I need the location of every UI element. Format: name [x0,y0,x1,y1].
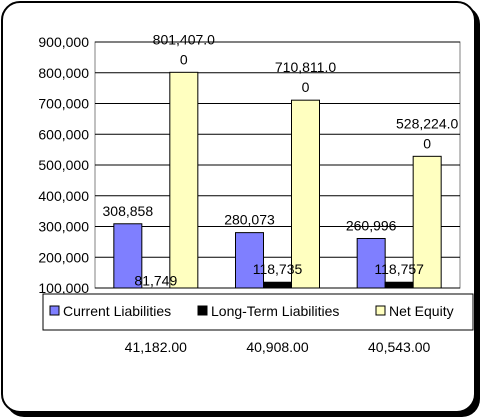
bar [263,281,292,289]
y-tick-label: 100,000 [38,280,89,296]
data-label: 260,996 [346,217,397,233]
bar [356,237,386,289]
legend-items: Current Liabilities Long-Term Liabilities… [49,303,454,319]
legend-label: Current Liabilities [63,303,171,319]
bar [113,223,143,289]
legend-label: Long-Term Liabilities [211,303,339,319]
bar [235,232,264,289]
x-axis: 41,182.00 40,908.00 40,543.00 [125,339,431,355]
y-tick-label: 500,000 [38,157,89,173]
data-label: 528,224.0 0 [396,115,458,151]
bar [169,71,199,289]
y-tick-label: 800,000 [38,65,89,81]
data-label: 280,073 [224,212,275,228]
data-labels: 308,858 81,749 801,407.0 0 280,073 118,735 710… [103,31,459,288]
data-label: 801,407.0 0 [153,31,215,67]
x-tick-label: 40,543.00 [368,339,430,355]
data-label: 710,811.0 0 [275,59,336,95]
data-label: 118,735 [253,261,303,277]
legend-swatch [375,305,386,316]
y-tick-label: 600,000 [38,126,89,142]
x-tick-label: 41,182.00 [125,339,187,355]
x-tick-label: 40,908.00 [246,339,308,355]
y-tick-label: 900,000 [38,34,89,50]
y-tick-label: 400,000 [38,188,89,204]
bar [291,99,320,289]
legend-swatch [49,305,60,316]
data-label: 118,757 [374,261,424,277]
y-axis: 100,000 200,000 300,000 400,000 500,000 600,0… [38,34,89,296]
y-tick-label: 300,000 [38,219,89,235]
y-tick-label: 700,000 [38,96,89,112]
bar [412,155,442,289]
y-tick-label: 200,000 [38,249,89,265]
data-label: 308,858 [103,203,154,219]
legend-swatch [197,305,208,316]
data-label: 81,749 [134,273,177,289]
legend-label: Net Equity [389,303,454,319]
bars [113,71,442,289]
bar [384,281,414,289]
legend [42,293,474,331]
